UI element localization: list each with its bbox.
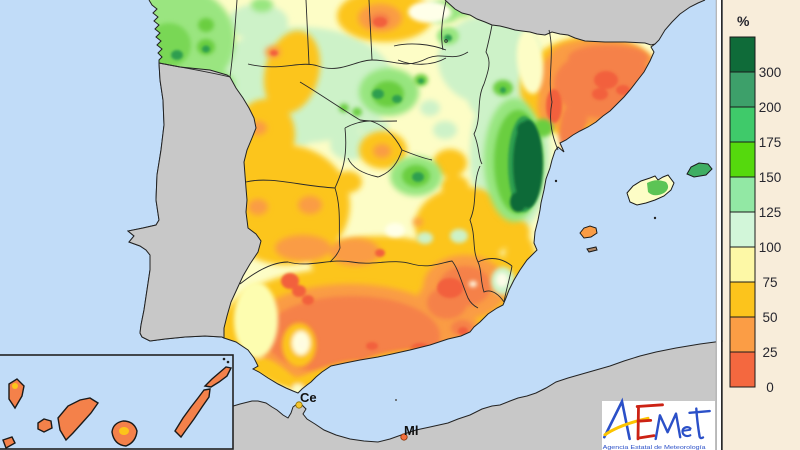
svg-text:300: 300: [759, 65, 782, 80]
svg-text:Agencia Estatal de Meteorologí: Agencia Estatal de Meteorología: [603, 445, 706, 450]
svg-text:75: 75: [762, 275, 777, 290]
svg-text:150: 150: [759, 170, 782, 185]
svg-text:100: 100: [759, 240, 782, 255]
svg-text:%: %: [737, 13, 750, 29]
svg-text:25: 25: [762, 345, 777, 360]
svg-text:125: 125: [759, 205, 782, 220]
svg-text:50: 50: [762, 310, 777, 325]
svg-text:175: 175: [759, 135, 782, 150]
svg-text:Ml: Ml: [404, 423, 418, 438]
svg-text:Ce: Ce: [300, 390, 317, 405]
svg-text:0: 0: [766, 380, 774, 395]
svg-text:200: 200: [759, 100, 782, 115]
